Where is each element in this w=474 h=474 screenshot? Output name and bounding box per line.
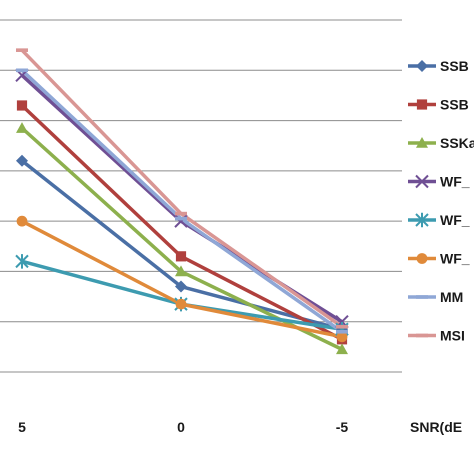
legend-label: MSI xyxy=(440,328,465,344)
legend-label: WF_ xyxy=(440,212,470,228)
marker-dash xyxy=(416,295,428,299)
marker-circle xyxy=(175,298,187,310)
marker-triangle xyxy=(16,122,28,133)
gridlines xyxy=(0,19,402,373)
marker-diamond xyxy=(416,60,428,72)
legend-label: WF_ xyxy=(440,174,470,190)
legend-label: SSB xyxy=(440,58,469,74)
x-axis-label: SNR(dE xyxy=(410,419,462,435)
marker-dash xyxy=(16,48,28,52)
marker-square xyxy=(416,99,428,110)
x-tick-labels: 5 0 -5 xyxy=(18,419,348,435)
x-tick-label: -5 xyxy=(336,419,349,435)
marker-star xyxy=(415,212,429,228)
marker-dash xyxy=(336,329,348,334)
marker-star xyxy=(15,254,29,269)
marker-square xyxy=(175,251,187,262)
marker-dash xyxy=(336,324,348,329)
marker-dash xyxy=(175,216,187,221)
legend-label: SSB xyxy=(440,97,469,113)
marker-dash xyxy=(175,211,187,216)
legend-label: WF_ xyxy=(440,251,470,267)
marker-diamond xyxy=(175,280,187,293)
marker-circle xyxy=(16,215,28,227)
legend: SSB SSB SSKa WF_ WF_ WF_ MM MSI xyxy=(408,58,474,344)
marker-square xyxy=(16,100,28,111)
marker-triangle xyxy=(336,343,348,355)
marker-triangle xyxy=(175,265,187,277)
marker-dash xyxy=(416,333,428,338)
x-tick-label: 0 xyxy=(177,419,185,435)
x-tick-label: 5 xyxy=(18,419,26,435)
marker-diamond xyxy=(16,154,28,167)
marker-x xyxy=(415,174,429,189)
legend-label: MM xyxy=(440,289,463,305)
series-markers xyxy=(15,48,349,355)
marker-circle xyxy=(336,331,348,343)
series-line-6 xyxy=(21,219,343,339)
marker-dash xyxy=(16,68,28,73)
legend-label: SSKa xyxy=(440,135,474,151)
marker-triangle xyxy=(416,137,428,148)
marker-circle xyxy=(416,253,428,264)
